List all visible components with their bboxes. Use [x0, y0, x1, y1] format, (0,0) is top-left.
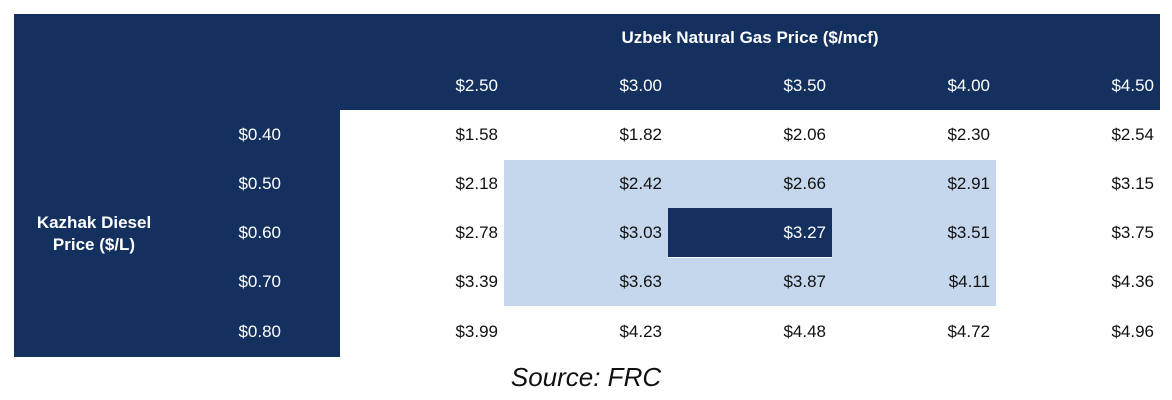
- cell: $3.27: [668, 208, 832, 257]
- column-header-block: [340, 14, 1160, 110]
- cell: $4.96: [1111, 321, 1154, 341]
- cell: $2.18: [455, 174, 498, 193]
- cell: $2.06: [783, 125, 826, 144]
- cell: $3.15: [1111, 174, 1154, 193]
- cell: $4.23: [619, 321, 662, 341]
- column-label: $2.50: [455, 76, 498, 95]
- cell: $2.30: [947, 125, 990, 144]
- cell: $3.39: [455, 272, 498, 291]
- column-label: $4.00: [947, 76, 990, 95]
- cell: $3.99: [455, 321, 498, 341]
- cell: $2.91: [832, 160, 996, 208]
- column-label: $3.00: [619, 76, 662, 95]
- cell: $3.75: [1111, 223, 1154, 242]
- cell: $2.66: [668, 160, 832, 208]
- column-label: $4.50: [1111, 76, 1154, 95]
- row-label: $0.80: [238, 321, 281, 341]
- cell: $3.03: [504, 208, 668, 258]
- row-title: Kazhak Diesel Price ($/L): [36, 213, 152, 254]
- source: Source: FRC: [510, 361, 662, 392]
- cell: $4.48: [783, 321, 826, 341]
- cell: $1.82: [619, 125, 662, 144]
- row-header-block: [14, 14, 340, 357]
- cell: $2.42: [504, 160, 668, 208]
- cell: $3.87: [668, 258, 832, 306]
- cell: $3.51: [832, 208, 996, 258]
- cell: $3.63: [504, 258, 668, 306]
- column-title: Uzbek Natural Gas Price ($/mcf): [621, 28, 879, 47]
- row-label: $0.40: [238, 125, 281, 144]
- column-label: $3.50: [783, 76, 826, 95]
- cell: $2.78: [455, 223, 498, 242]
- row-label: $0.60: [238, 223, 281, 242]
- row-label: $0.50: [238, 174, 281, 193]
- cell: $4.72: [947, 321, 990, 341]
- row-label: $0.70: [238, 272, 281, 291]
- cell: $1.58: [455, 125, 498, 144]
- cell: $2.54: [1111, 125, 1154, 144]
- cell: $4.11: [832, 258, 996, 306]
- cell: $4.36: [1111, 272, 1154, 291]
